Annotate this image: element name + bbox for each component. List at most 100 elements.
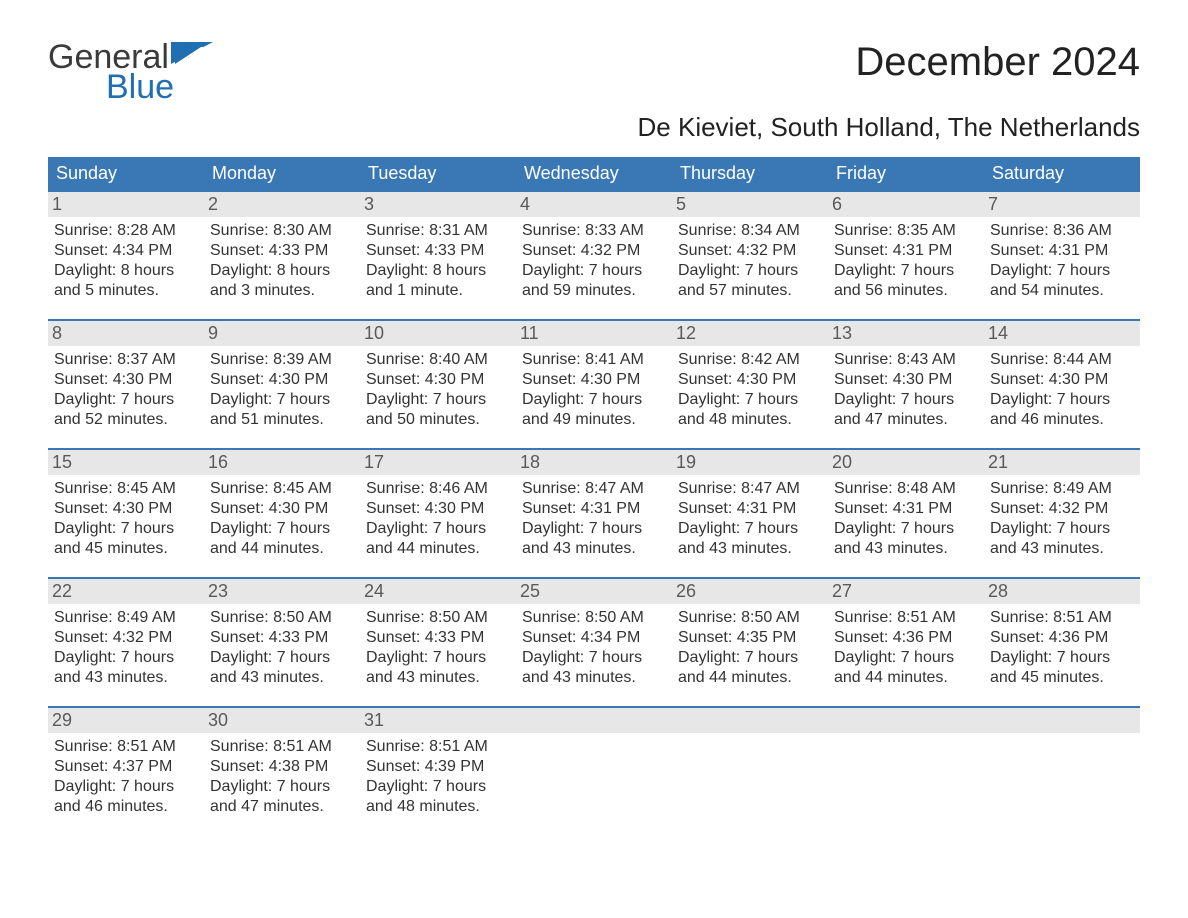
day-body: Sunrise: 8:50 AMSunset: 4:33 PMDaylight:…: [360, 604, 516, 692]
calendar-day-cell: 3Sunrise: 8:31 AMSunset: 4:33 PMDaylight…: [360, 192, 516, 305]
calendar-day-cell: 28Sunrise: 8:51 AMSunset: 4:36 PMDayligh…: [984, 579, 1140, 692]
day-number-bar: 29: [48, 708, 204, 733]
daylight-text-1: Daylight: 7 hours: [366, 390, 510, 410]
daylight-text-2: and 43 minutes.: [366, 668, 510, 688]
calendar-day-cell: 18Sunrise: 8:47 AMSunset: 4:31 PMDayligh…: [516, 450, 672, 563]
sunset-text: Sunset: 4:37 PM: [54, 757, 198, 777]
daylight-text-1: Daylight: 7 hours: [366, 519, 510, 539]
sunrise-text: Sunrise: 8:45 AM: [210, 479, 354, 499]
day-number: 4: [520, 194, 530, 214]
day-body: Sunrise: 8:30 AMSunset: 4:33 PMDaylight:…: [204, 217, 360, 305]
sunset-text: Sunset: 4:34 PM: [54, 241, 198, 261]
daylight-text-2: and 43 minutes.: [678, 539, 822, 559]
sunset-text: Sunset: 4:32 PM: [990, 499, 1134, 519]
calendar-day-cell: 27 Sunrise: 8:51 AMSunset: 4:36 PMDayligh…: [828, 579, 984, 692]
day-number: 9: [208, 323, 218, 343]
sunrise-text: Sunrise: 8:28 AM: [54, 221, 198, 241]
daylight-text-2: and 3 minutes.: [210, 281, 354, 301]
day-body: Sunrise: 8:47 AMSunset: 4:31 PMDaylight:…: [672, 475, 828, 563]
day-number-bar: 8: [48, 321, 204, 346]
sunset-text: Sunset: 4:32 PM: [54, 628, 198, 648]
daylight-text-2: and 49 minutes.: [522, 410, 666, 430]
day-number-bar: 19: [672, 450, 828, 475]
day-number: 29: [52, 710, 72, 730]
sunrise-text: Sunrise: 8:50 AM: [678, 608, 822, 628]
daylight-text-2: and 43 minutes.: [522, 539, 666, 559]
day-body: Sunrise: 8:51 AMSunset: 4:36 PMDaylight:…: [828, 604, 984, 692]
day-number: 19: [676, 452, 696, 472]
day-number-bar: 30: [204, 708, 360, 733]
daylight-text-1: Daylight: 7 hours: [834, 390, 978, 410]
calendar-week-row: 1 Sunrise: 8:28 AMSunset: 4:34 PM Daylight…: [48, 190, 1140, 305]
day-number-bar: 1: [48, 192, 204, 217]
day-number: 14: [988, 323, 1008, 343]
day-number-bar: [828, 708, 984, 733]
day-number: [988, 710, 993, 730]
sunrise-text: Sunrise: 8:46 AM: [366, 479, 510, 499]
sunrise-text: Sunrise: 8:33 AM: [522, 221, 666, 241]
daylight-text-2: and 43 minutes.: [54, 668, 198, 688]
day-body: Sunrise: 8:47 AMSunset: 4:31 PMDaylight:…: [516, 475, 672, 563]
sunrise-text: Sunrise: 8:41 AM: [522, 350, 666, 370]
daylight-text-2: and 59 minutes.: [522, 281, 666, 301]
day-number: 6: [832, 194, 842, 214]
daylight-text-1: Daylight: 7 hours: [990, 519, 1134, 539]
day-body: Sunrise: 8:49 AMSunset: 4:32 PMDaylight:…: [48, 604, 204, 692]
day-number: 20: [832, 452, 852, 472]
sunset-text: Sunset: 4:30 PM: [834, 370, 978, 390]
daylight-text-1: Daylight: 7 hours: [990, 390, 1134, 410]
calendar-week-row: 22 Sunrise: 8:49 AMSunset: 4:32 PMDayligh…: [48, 577, 1140, 692]
day-body: Sunrise: 8:45 AMSunset: 4:30 PMDaylight:…: [204, 475, 360, 563]
daylight-text-1: Daylight: 7 hours: [990, 648, 1134, 668]
day-body: Sunrise: 8:44 AMSunset: 4:30 PMDaylight:…: [984, 346, 1140, 434]
daylight-text-2: and 56 minutes.: [834, 281, 978, 301]
calendar-day-cell: 25Sunrise: 8:50 AMSunset: 4:34 PMDayligh…: [516, 579, 672, 692]
daylight-text-2: and 44 minutes.: [366, 539, 510, 559]
day-number-bar: 25: [516, 579, 672, 604]
day-number-bar: 21: [984, 450, 1140, 475]
day-body: Sunrise: 8:31 AMSunset: 4:33 PMDaylight:…: [360, 217, 516, 305]
daylight-text-2: and 50 minutes.: [366, 410, 510, 430]
calendar-day-cell: 19 Sunrise: 8:47 AMSunset: 4:31 PMDayligh…: [672, 450, 828, 563]
sunset-text: Sunset: 4:38 PM: [210, 757, 354, 777]
calendar-day-cell: 22 Sunrise: 8:49 AMSunset: 4:32 PMDayligh…: [48, 579, 204, 692]
sunset-text: Sunset: 4:30 PM: [990, 370, 1134, 390]
calendar-day-cell: 20Sunrise: 8:48 AMSunset: 4:31 PMDayligh…: [828, 450, 984, 563]
day-body: Sunrise: 8:40 AMSunset: 4:30 PMDaylight:…: [360, 346, 516, 434]
day-number: 27: [832, 581, 852, 601]
sunrise-text: Sunrise: 8:40 AM: [366, 350, 510, 370]
day-body: Sunrise: 8:41 AMSunset: 4:30 PMDaylight:…: [516, 346, 672, 434]
day-number: 24: [364, 581, 384, 601]
sunset-text: Sunset: 4:31 PM: [834, 499, 978, 519]
sunset-text: Sunset: 4:30 PM: [210, 499, 354, 519]
day-number: 22: [52, 581, 72, 601]
daylight-text-1: Daylight: 8 hours: [210, 261, 354, 281]
day-number-bar: 18: [516, 450, 672, 475]
sunrise-text: Sunrise: 8:36 AM: [990, 221, 1134, 241]
day-number: [832, 710, 837, 730]
daylight-text-1: Daylight: 7 hours: [54, 390, 198, 410]
day-number-bar: 16: [204, 450, 360, 475]
sunset-text: Sunset: 4:31 PM: [990, 241, 1134, 261]
weekday-header: Monday: [204, 158, 360, 190]
day-number-bar: [984, 708, 1140, 733]
daylight-text-2: and 46 minutes.: [54, 797, 198, 817]
day-number-bar: 2: [204, 192, 360, 217]
daylight-text-1: Daylight: 7 hours: [210, 777, 354, 797]
daylight-text-2: and 48 minutes.: [366, 797, 510, 817]
day-number: 11: [520, 323, 539, 343]
daylight-text-1: Daylight: 7 hours: [990, 261, 1134, 281]
daylight-text-2: and 43 minutes.: [210, 668, 354, 688]
day-body: Sunrise: 8:49 AMSunset: 4:32 PMDaylight:…: [984, 475, 1140, 563]
sunrise-text: Sunrise: 8:50 AM: [210, 608, 354, 628]
daylight-text-2: and 43 minutes.: [990, 539, 1134, 559]
daylight-text-1: Daylight: 7 hours: [366, 648, 510, 668]
day-body: [516, 733, 672, 813]
calendar-day-cell: 29Sunrise: 8:51 AMSunset: 4:37 PMDayligh…: [48, 708, 204, 821]
day-number-bar: 3: [360, 192, 516, 217]
day-number-bar: 17: [360, 450, 516, 475]
weekday-header: Saturday: [984, 158, 1140, 190]
sunrise-text: Sunrise: 8:43 AM: [834, 350, 978, 370]
day-number-bar: 12: [672, 321, 828, 346]
day-number-bar: 7: [984, 192, 1140, 217]
